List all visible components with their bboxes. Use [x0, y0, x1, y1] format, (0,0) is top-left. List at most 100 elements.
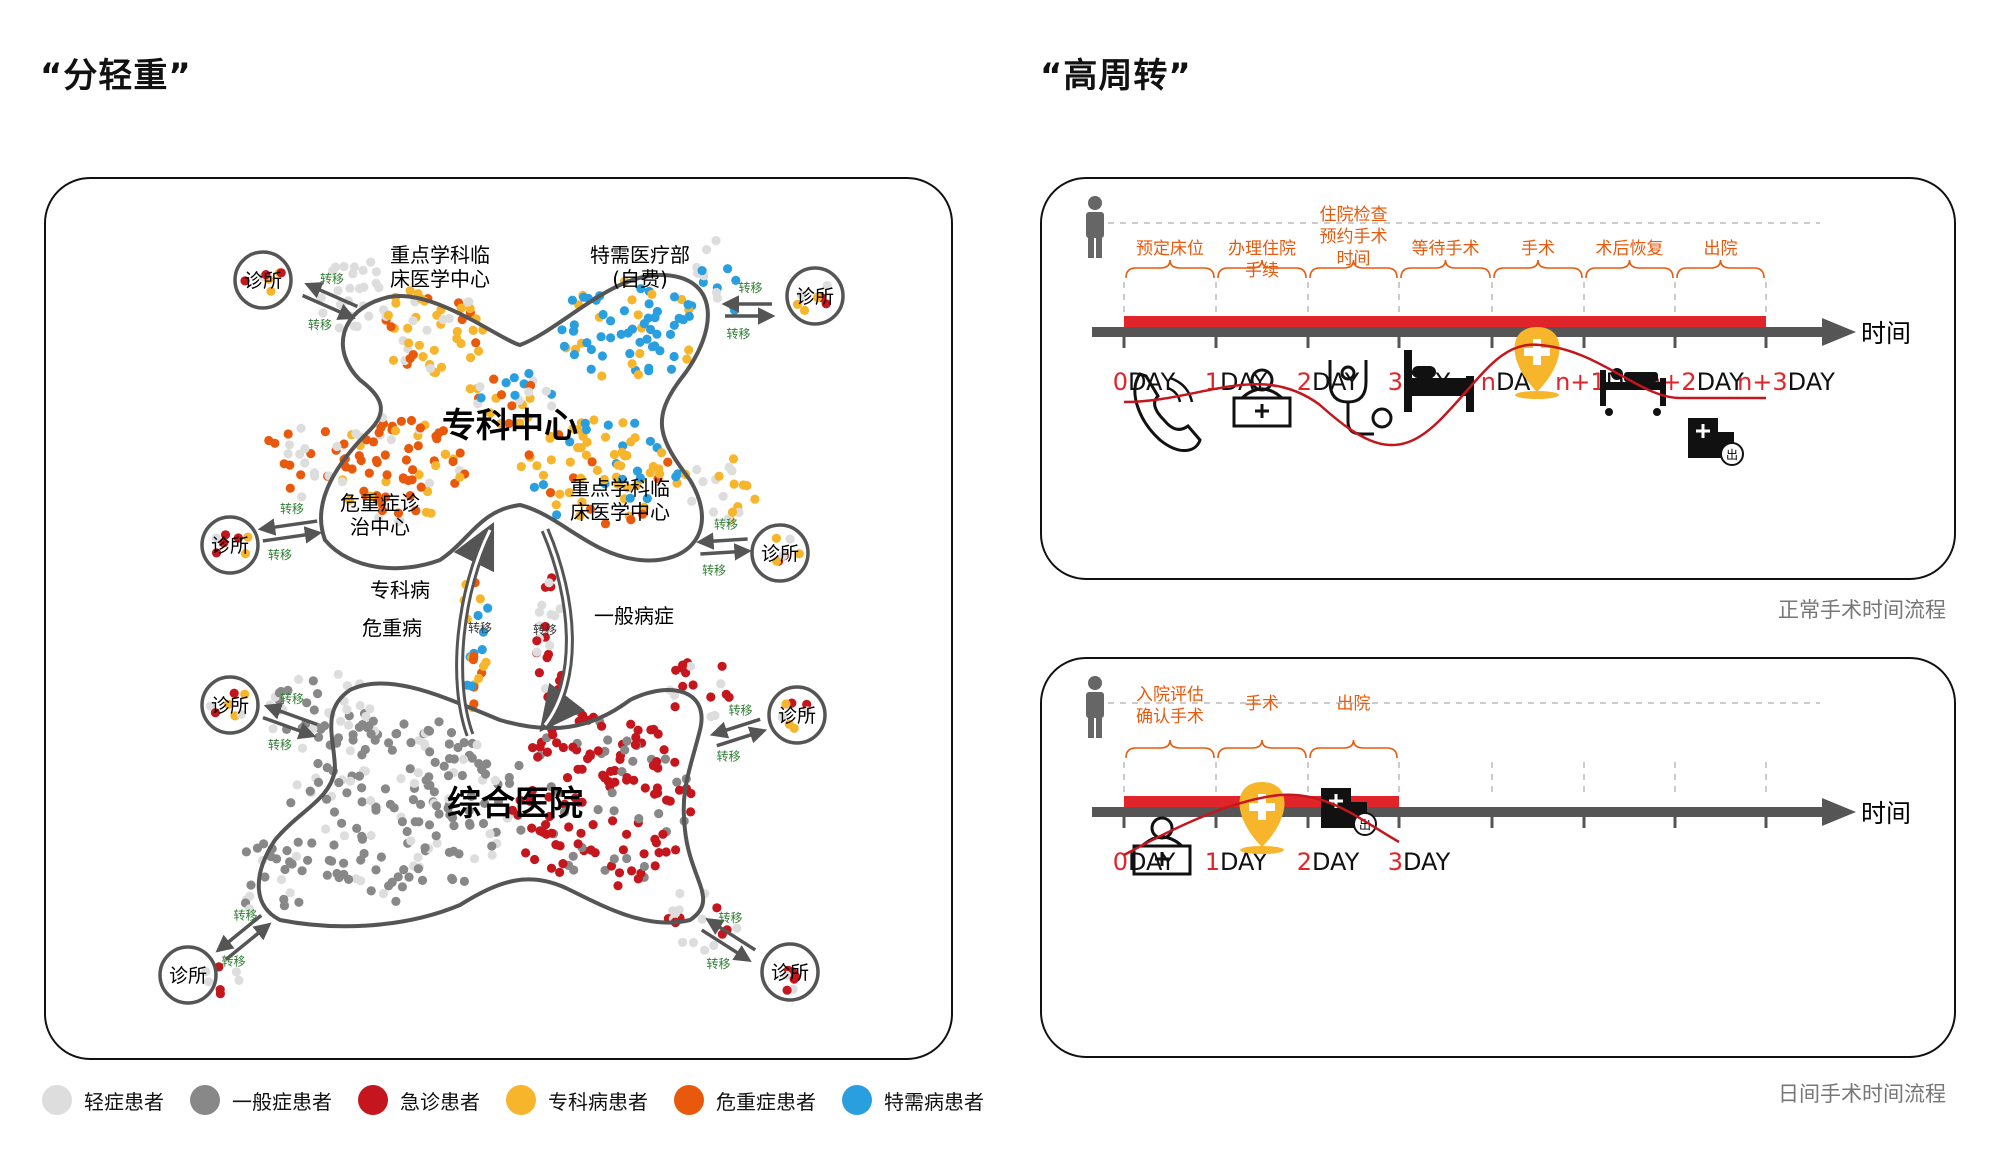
patient-dot [675, 888, 685, 899]
patient-dot [386, 435, 396, 445]
patient-dot [333, 286, 343, 296]
patient-dot [527, 785, 538, 796]
patient-dot [391, 896, 401, 907]
patient-dot [478, 627, 488, 637]
clinic-label: 诊所 [778, 705, 816, 727]
transfer-arrow [224, 922, 272, 962]
patient-dot [671, 845, 681, 855]
transfer-label: 转移 [726, 326, 750, 341]
patient-dot [618, 418, 628, 428]
patient-dot [660, 754, 671, 764]
patient-dot [654, 848, 664, 858]
clinic-circle [200, 515, 260, 575]
transfer-label: 转移 [308, 317, 332, 332]
patient-dot [697, 914, 707, 924]
specialty-center-label: 专科中心 [442, 406, 578, 446]
patient-dot [334, 872, 344, 883]
patient-dot [622, 829, 632, 839]
patient-dot [469, 699, 479, 709]
patient-dot [673, 469, 683, 479]
patient-dot [639, 502, 649, 512]
patient-dot [411, 506, 421, 516]
patient-dot [596, 332, 606, 342]
patient-dot [568, 851, 578, 861]
patient-dot [666, 364, 677, 374]
patient-dot [576, 473, 586, 483]
patient-dot [423, 486, 433, 497]
transfer-label: 转移 [714, 517, 738, 532]
patient-dot [545, 488, 556, 498]
patient-dot [603, 735, 613, 745]
patient-dot [444, 739, 454, 749]
patient-dot [390, 426, 401, 436]
patient-dot [794, 549, 804, 559]
patient-dot [586, 845, 596, 855]
patient-dot [598, 309, 608, 320]
patient-dot [558, 742, 569, 753]
patient-dot [789, 723, 799, 733]
patient-dot [597, 351, 608, 361]
patient-dot [543, 649, 554, 660]
patient-dot [436, 362, 447, 372]
patient-dot [546, 863, 557, 873]
patient-dot [384, 738, 394, 748]
patient-dot [456, 338, 466, 349]
patient-dot [569, 865, 579, 875]
patient-dot [424, 478, 435, 488]
patient-dot [371, 455, 381, 466]
patient-dot [355, 700, 365, 711]
patient-dot [636, 284, 646, 294]
step-brace [1309, 259, 1398, 279]
patient-dot [528, 743, 538, 753]
patient-dot [397, 882, 407, 892]
patient-dot [669, 351, 679, 362]
patient-dot [470, 854, 480, 864]
patient-dot [577, 764, 587, 774]
patient-dot [670, 908, 681, 918]
patient-dot [349, 262, 359, 272]
transfer-arrow [257, 518, 318, 536]
patient-dot [633, 725, 643, 735]
patient-dot [545, 433, 555, 443]
patient-dot [681, 668, 691, 678]
patient-dot [577, 497, 587, 507]
patient-dot [465, 384, 475, 394]
transfer-arrow [709, 717, 761, 739]
patient-dot [381, 492, 391, 502]
patient-dot [717, 661, 727, 671]
transfer-arrow [215, 913, 263, 953]
patient-dot [655, 346, 665, 356]
patient-dot [700, 945, 710, 955]
step-label: 确认手术 [1136, 707, 1204, 727]
transfer-label: 转移 [268, 547, 292, 562]
patient-dot [337, 818, 347, 828]
patient-dot [516, 825, 526, 835]
patient-dot [510, 390, 520, 400]
patient-dot [647, 289, 657, 299]
step-label: 出院 [1337, 694, 1371, 714]
transfer-label: 转移 [738, 280, 762, 295]
patient-dot [374, 513, 384, 523]
patient-dot [471, 338, 481, 348]
patient-dot [371, 278, 381, 288]
patient-dot [614, 868, 625, 878]
patient-dot [524, 450, 534, 460]
patient-dot [529, 482, 540, 492]
patient-dot [544, 578, 554, 588]
patient-dot [357, 831, 367, 841]
patient-dot [587, 457, 597, 467]
patient-dot [688, 937, 699, 948]
patient-dot [486, 408, 496, 418]
patient-dot [434, 809, 444, 819]
patient-dot [313, 758, 323, 769]
patient-dot [732, 923, 742, 933]
legend: 轻症患者 一般症患者 急诊患者 专科病患者 危重症患者 特需病患者 [42, 1083, 1010, 1117]
patient-dot [504, 418, 514, 429]
patient-dot [781, 970, 792, 980]
patient-dot [466, 353, 476, 363]
patient-dot [413, 864, 423, 874]
patient-dot [380, 450, 390, 460]
patient-dot [521, 848, 531, 858]
step-label: 出院 [1704, 239, 1738, 259]
patient-dot [459, 738, 469, 748]
